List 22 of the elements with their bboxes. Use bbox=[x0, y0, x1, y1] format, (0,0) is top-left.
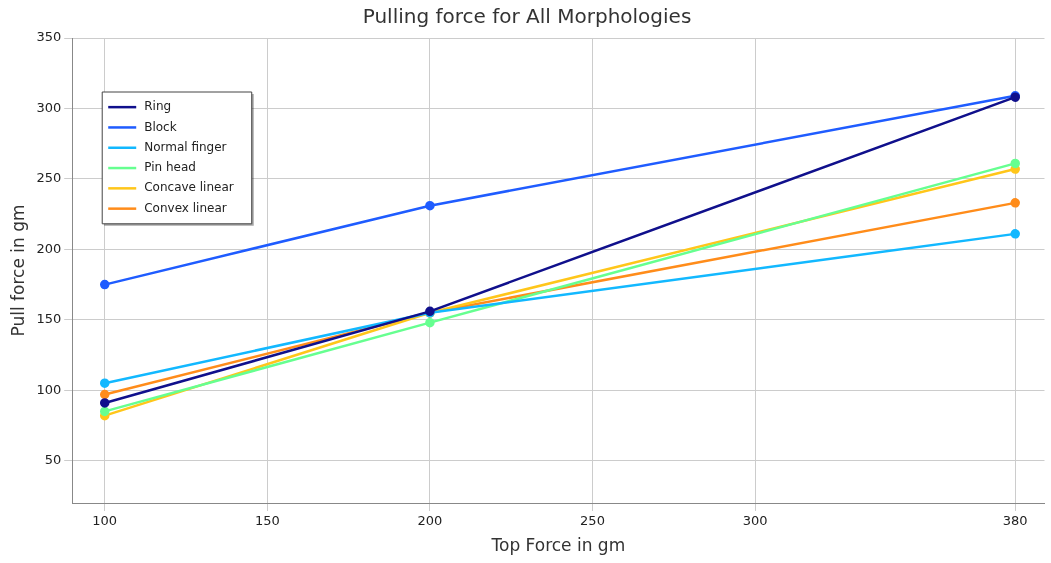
y-tick-label: 250 bbox=[36, 170, 62, 186]
x-tick-label: 100 bbox=[92, 513, 118, 529]
x-tick-label: 150 bbox=[254, 513, 280, 529]
y-tick-label: 100 bbox=[36, 381, 62, 397]
legend-label: Block bbox=[144, 119, 177, 134]
y-tick-label: 350 bbox=[36, 29, 62, 45]
y-tick-label: 200 bbox=[36, 240, 62, 256]
legend-label: Ring bbox=[144, 99, 172, 114]
chart-title: Pulling force for All Morphologies bbox=[362, 4, 692, 29]
legend-label: Pin head bbox=[144, 160, 196, 175]
y-tick-label: 150 bbox=[36, 311, 62, 327]
x-tick-label: 380 bbox=[1002, 513, 1028, 529]
y-tick-label: 50 bbox=[44, 452, 62, 468]
legend-label: Concave linear bbox=[144, 180, 234, 195]
legend-label: Convex linear bbox=[144, 200, 227, 215]
legend-label: Normal finger bbox=[144, 139, 227, 154]
x-tick-label: 300 bbox=[742, 513, 768, 529]
y-tick-label: 300 bbox=[36, 99, 62, 115]
x-tick-label: 250 bbox=[580, 513, 605, 529]
x-tick-label: 200 bbox=[417, 513, 443, 529]
y-axis-title: Pull force in gm bbox=[7, 204, 28, 337]
x-axis-title: Top Force in gm bbox=[490, 535, 626, 556]
